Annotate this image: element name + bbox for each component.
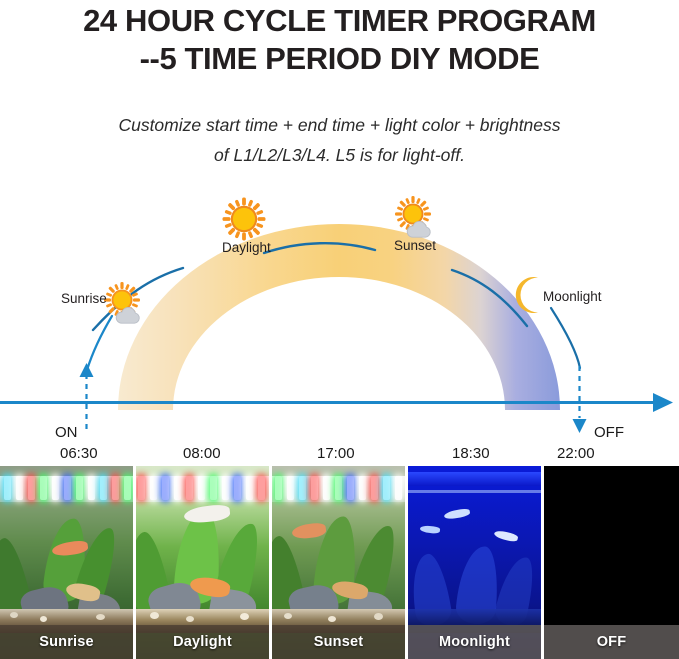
photo-panel-sunset[interactable]: Sunset <box>272 466 405 659</box>
phase-connector-curves <box>91 241 529 332</box>
phase-label-sunset: Sunset <box>394 238 437 253</box>
time-label-2: 17:00 <box>317 445 355 462</box>
led-light-bar <box>408 472 541 486</box>
title-line-1: 24 HOUR CYCLE TIMER PROGRAM <box>83 3 596 38</box>
led-light-bar <box>136 476 269 502</box>
photo-panel-sunrise[interactable]: Sunrise <box>0 466 133 659</box>
page-title: 24 HOUR CYCLE TIMER PROGRAM --5 TIME PER… <box>0 2 679 78</box>
panel-caption-off: OFF <box>544 625 679 659</box>
sunrise-icon <box>104 282 140 324</box>
sunrise-leader-curve <box>85 314 114 372</box>
time-label-1: 08:00 <box>183 445 221 462</box>
photo-panel-daylight[interactable]: Daylight <box>136 466 269 659</box>
diagram-svg <box>0 196 673 433</box>
time-axis <box>0 393 673 412</box>
cloud-icon <box>115 306 140 324</box>
phase-label-moonlight: Moonlight <box>543 289 602 304</box>
subtitle-line-1: Customize start time + end time + light … <box>118 115 561 135</box>
sunset-icon <box>395 196 431 238</box>
day-cycle-diagram: Sunrise Daylight Sunset Moonlight ON OFF… <box>0 178 679 468</box>
moonlight-leader-curve <box>549 306 582 370</box>
time-label-3: 18:30 <box>452 445 490 462</box>
panel-caption-daylight: Daylight <box>136 625 269 659</box>
on-marker <box>79 363 94 433</box>
phase-label-daylight: Daylight <box>222 240 271 255</box>
cloud-icon <box>406 220 431 238</box>
time-label-4: 22:00 <box>557 445 595 462</box>
panel-caption-moonlight: Moonlight <box>408 625 541 659</box>
on-label: ON <box>55 424 78 441</box>
off-label: OFF <box>594 424 624 441</box>
water-surface-line <box>408 490 541 493</box>
crescent-moon-icon <box>515 277 538 313</box>
photo-panel-off[interactable]: OFF <box>544 466 679 659</box>
time-label-0: 06:30 <box>60 445 98 462</box>
led-light-bar <box>0 476 133 502</box>
panel-caption-sunset: Sunset <box>272 625 405 659</box>
photo-panel-moonlight[interactable]: Moonlight <box>408 466 541 659</box>
title-line-2: --5 TIME PERIOD DIY MODE <box>139 41 540 76</box>
subtitle-line-2: of L1/L2/L3/L4. L5 is for light-off. <box>214 145 465 165</box>
aquarium-photo-strip: Sunrise <box>0 466 679 659</box>
page-subtitle: Customize start time + end time + light … <box>0 110 679 170</box>
day-night-arc-band <box>118 224 560 410</box>
off-marker <box>572 366 587 433</box>
daylight-icon <box>222 197 266 241</box>
led-light-bar <box>272 476 405 502</box>
phase-label-sunrise: Sunrise <box>61 291 107 306</box>
panel-caption-sunrise: Sunrise <box>0 625 133 659</box>
moonlight-icon <box>515 277 538 313</box>
sun-icon <box>104 282 140 318</box>
